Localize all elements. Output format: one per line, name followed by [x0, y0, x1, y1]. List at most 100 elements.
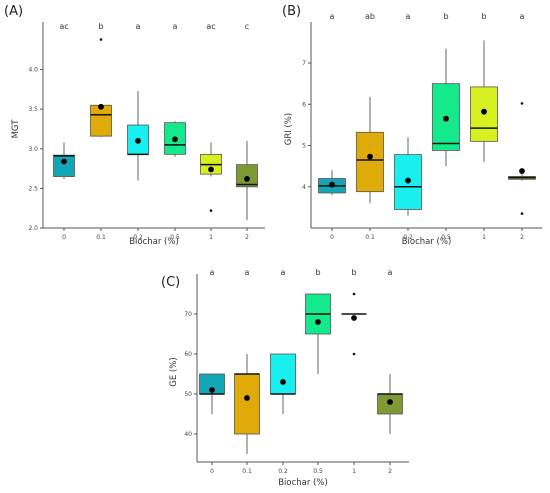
outlier-point [209, 209, 213, 212]
y-tick-label: 3.5 [28, 106, 38, 113]
box-group-0.2: 0.2 a [394, 12, 422, 241]
significance-letter: a [406, 12, 411, 21]
significance-letter: a [330, 12, 335, 21]
box-group-0.1: 0.1 b [90, 22, 112, 241]
mean-point [135, 137, 141, 144]
y-tick-label: 3.0 [28, 146, 38, 153]
outlier-point [352, 352, 356, 356]
significance-letter: b [315, 268, 320, 277]
y-tick-label: 50 [184, 391, 192, 398]
x-tick-label: 0 [62, 234, 66, 241]
box-group-0: 0 ac [53, 22, 75, 241]
x-tick-label: 0 [330, 234, 334, 241]
x-tick-label: 0.5 [313, 468, 323, 475]
significance-letter: a [210, 268, 215, 277]
panel-label: (A) [4, 4, 23, 19]
y-axis-title: GRI (%) [284, 113, 294, 145]
significance-letter: ab [365, 12, 375, 21]
y-tick-label: 2.0 [28, 225, 38, 232]
significance-letter: a [281, 268, 286, 277]
significance-letter: b [351, 268, 356, 277]
box-group-0: 0a [318, 12, 346, 241]
box-group-2: 2a [377, 268, 403, 475]
mean-point [405, 177, 411, 184]
panel-label: (B) [282, 4, 301, 19]
box-group-1: 1b [470, 12, 498, 241]
box-iqr [270, 353, 296, 395]
box-iqr [234, 373, 260, 435]
mean-point [519, 168, 525, 174]
box-group-0.5: 0.5 b [305, 268, 331, 475]
outlier-point [520, 212, 524, 215]
box-group-1: 1 ac [200, 22, 222, 241]
y-tick-label: 60 [184, 351, 192, 358]
significance-letter: ac [59, 22, 68, 31]
x-tick-label: 1 [209, 234, 213, 241]
significance-letter: b [443, 12, 448, 21]
mean-point [329, 181, 335, 188]
box-group-0.1: 0.1 ab [356, 12, 384, 241]
outlier-point [352, 292, 356, 296]
box-group-0.5: 0.5 b [432, 12, 460, 241]
x-tick-label: 0.1 [242, 468, 252, 475]
significance-letter: ac [206, 22, 215, 31]
box-iqr [236, 164, 258, 188]
x-tick-label: 0.2 [403, 234, 413, 241]
y-axis-title: GE (%) [169, 357, 179, 386]
mean-point [443, 115, 449, 122]
mean-point [244, 175, 250, 182]
y-tick-label: 2.5 [28, 185, 38, 192]
mean-point [172, 136, 178, 143]
x-tick-label: 0.5 [441, 234, 451, 241]
mean-point [387, 399, 393, 405]
box-iqr [356, 131, 384, 193]
box-group-0.1: 0.1 a [234, 268, 260, 475]
mean-point [481, 108, 487, 115]
panel-label: (C) [161, 275, 180, 290]
significance-letter: a [388, 268, 393, 277]
significance-letter: b [98, 22, 103, 31]
box-group-0: 0a [199, 268, 225, 475]
mean-point [351, 315, 357, 321]
box-group-1: 1b [341, 268, 367, 475]
mean-point [61, 158, 67, 165]
outlier-point [99, 38, 103, 41]
x-tick-label: 1 [352, 468, 356, 475]
x-tick-label: 0.5 [170, 234, 180, 241]
x-tick-label: 1 [482, 234, 486, 241]
x-tick-label: 0.1 [365, 234, 375, 241]
mean-point [244, 395, 250, 401]
box-group-2: 2c [236, 22, 258, 241]
mean-point [367, 153, 373, 160]
x-tick-label: 2 [388, 468, 392, 475]
x-axis-title: Biochar (%) [402, 237, 452, 247]
box-group-2: 2a [508, 12, 536, 241]
significance-letter: a [245, 268, 250, 277]
box-iqr [90, 104, 112, 137]
x-tick-label: 0 [210, 468, 214, 475]
mean-point [315, 319, 321, 325]
significance-letter: a [520, 12, 525, 21]
mean-point [280, 379, 286, 385]
y-tick-label: 7 [302, 60, 306, 67]
box-iqr [53, 154, 75, 177]
box-group-0.5: 0.5 a [164, 22, 186, 241]
y-tick-label: 5 [302, 143, 306, 150]
x-tick-label: 0.2 [278, 468, 288, 475]
y-tick-label: 4.0 [28, 67, 38, 74]
x-tick-label: 0.1 [96, 234, 106, 241]
significance-letter: b [481, 12, 486, 21]
significance-letter: a [136, 22, 141, 31]
y-axis-title: MGT [11, 119, 21, 139]
x-tick-label: 0.2 [133, 234, 143, 241]
mean-point [98, 103, 104, 110]
box-group-0.2: 0.2 a [127, 22, 149, 241]
box-group-0.2: 0.2 a [270, 268, 296, 475]
significance-letter: c [245, 22, 249, 31]
y-tick-label: 6 [302, 101, 306, 108]
x-tick-label: 2 [245, 234, 249, 241]
outlier-point [520, 102, 524, 105]
